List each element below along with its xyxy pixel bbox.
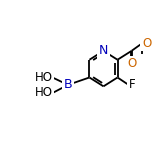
Text: HO: HO (35, 86, 52, 100)
Text: B: B (64, 78, 72, 91)
Text: O: O (127, 57, 136, 70)
Text: F: F (129, 78, 135, 91)
Text: N: N (99, 44, 108, 57)
Text: HO: HO (35, 71, 52, 84)
Text: O: O (142, 37, 151, 50)
